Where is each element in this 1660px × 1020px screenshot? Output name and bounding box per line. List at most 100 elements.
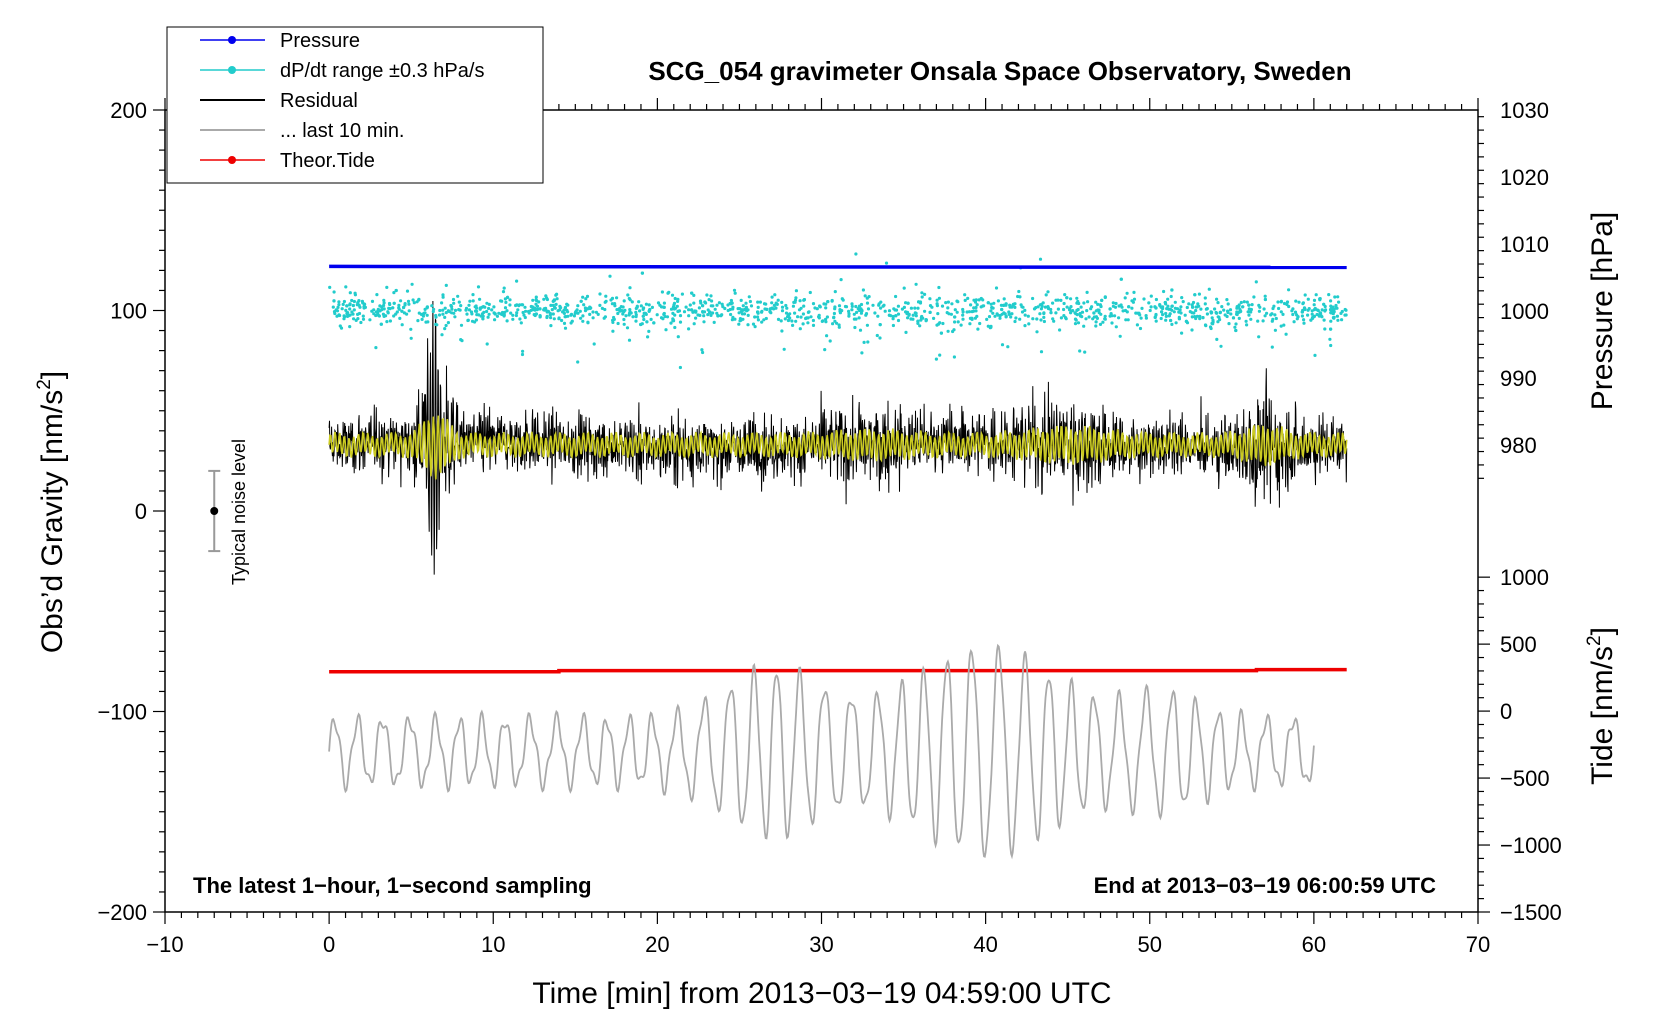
dpdt-point: [1023, 313, 1027, 317]
dpdt-point: [667, 290, 671, 294]
dpdt-point: [1204, 307, 1208, 311]
dpdt-point: [741, 304, 745, 308]
dpdt-point: [785, 306, 789, 310]
dpdt-point: [392, 314, 396, 318]
dpdt-point: [457, 300, 461, 304]
dpdt-point: [1336, 318, 1340, 322]
dpdt-point: [703, 300, 707, 304]
dpdt-point: [1222, 308, 1226, 312]
dpdt-point: [1273, 328, 1277, 332]
dpdt-point: [1214, 310, 1218, 315]
dpdt-point: [924, 319, 928, 323]
dpdt-point: [555, 297, 559, 301]
dpdt-point: [1250, 303, 1254, 307]
dpdt-point: [337, 300, 341, 304]
dpdt-point: [382, 307, 386, 311]
dpdt-point: [1036, 305, 1040, 309]
dpdt-point: [935, 302, 939, 306]
dpdt-point: [1049, 311, 1053, 315]
dpdt-point: [611, 320, 615, 324]
dpdt-point: [553, 306, 557, 310]
dpdt-point: [1249, 317, 1253, 321]
dpdt-point: [1073, 322, 1078, 326]
dpdt-point: [344, 308, 348, 312]
dpdt-point: [518, 317, 522, 321]
dpdt-point: [621, 312, 625, 316]
pressure-tick-label: 1010: [1500, 232, 1549, 257]
dpdt-point: [615, 308, 619, 312]
dpdt-point: [639, 304, 643, 308]
dpdt-point: [1085, 309, 1089, 313]
dpdt-point: [1051, 301, 1055, 305]
dpdt-point: [952, 328, 956, 332]
dpdt-point: [1183, 313, 1187, 317]
dpdt-point: [738, 319, 742, 323]
dpdt-point: [702, 320, 706, 324]
last-10-min-line: [328, 643, 1315, 860]
dpdt-point: [501, 290, 506, 294]
dpdt-point: [729, 312, 733, 317]
dpdt-point: [859, 311, 864, 315]
dpdt-point: [756, 310, 760, 314]
dpdt-point: [1154, 319, 1158, 323]
dpdt-point: [1058, 328, 1062, 332]
dpdt-point: [523, 315, 527, 320]
dpdt-point: [698, 299, 703, 303]
dpdt-point: [828, 339, 832, 343]
dpdt-point: [904, 301, 908, 305]
dpdt-point: [1220, 305, 1224, 309]
dpdt-point: [409, 336, 413, 340]
dpdt-point: [676, 335, 680, 339]
dpdt-point: [1198, 317, 1202, 321]
dpdt-point: [511, 313, 515, 317]
dpdt-point: [1103, 314, 1107, 318]
dpdt-point: [839, 278, 843, 282]
dpdt-point: [972, 306, 976, 310]
dpdt-point: [1216, 301, 1220, 305]
dpdt-point: [1149, 294, 1153, 298]
dpdt-point: [372, 308, 376, 312]
dpdt-point: [790, 319, 794, 323]
dpdt-point: [1125, 310, 1129, 314]
dpdt-point: [534, 295, 538, 299]
dpdt-point: [1234, 328, 1238, 333]
dpdt-point: [622, 299, 626, 303]
dpdt-point: [1227, 322, 1231, 326]
pressure-tick-label: 1000: [1500, 299, 1549, 324]
dpdt-point: [823, 348, 827, 352]
dpdt-point: [467, 308, 471, 312]
dpdt-point: [356, 317, 360, 321]
dpdt-point: [970, 316, 974, 320]
dpdt-point: [663, 314, 667, 319]
dpdt-point: [936, 312, 940, 316]
dpdt-point: [576, 360, 580, 364]
dpdt-point: [648, 307, 652, 312]
dpdt-point: [847, 309, 851, 313]
dpdt-point: [688, 303, 692, 307]
dpdt-point: [400, 323, 404, 327]
dpdt-point: [615, 296, 619, 300]
dpdt-point: [1018, 317, 1022, 321]
dpdt-point: [1336, 295, 1340, 299]
dpdt-point: [879, 300, 883, 304]
dpdt-point: [1111, 301, 1115, 305]
dpdt-point: [522, 313, 526, 317]
dpdt-point: [1052, 319, 1056, 323]
dpdt-point: [1281, 312, 1285, 316]
dpdt-point: [811, 318, 816, 323]
dpdt-point: [1013, 305, 1017, 309]
dpdt-point: [1303, 307, 1307, 312]
dpdt-point: [1172, 310, 1176, 314]
dpdt-point: [432, 307, 436, 311]
dpdt-point: [706, 308, 710, 312]
y-tick-label: 200: [110, 98, 147, 123]
dpdt-point: [353, 293, 357, 297]
dpdt-point: [1099, 304, 1103, 309]
dpdt-point: [1100, 298, 1104, 302]
dpdt-point: [896, 304, 901, 308]
dpdt-point: [515, 311, 519, 315]
dpdt-point: [824, 317, 828, 321]
dpdt-point: [961, 317, 965, 321]
dpdt-point: [384, 314, 388, 318]
dpdt-point: [417, 298, 421, 302]
